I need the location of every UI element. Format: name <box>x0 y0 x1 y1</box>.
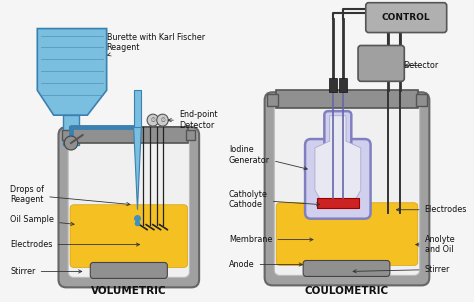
Text: Burette with Karl Fischer
Reagent: Burette with Karl Fischer Reagent <box>107 33 205 56</box>
Text: Catholyte
Cathode: Catholyte Cathode <box>229 190 319 210</box>
Bar <box>317 198 359 208</box>
Text: CONTROL: CONTROL <box>382 13 430 22</box>
FancyBboxPatch shape <box>324 111 351 154</box>
Text: Drops of
Reagent: Drops of Reagent <box>10 185 130 206</box>
Circle shape <box>64 136 78 150</box>
Bar <box>266 94 278 106</box>
Bar <box>70 127 188 143</box>
Text: Anode: Anode <box>229 260 302 269</box>
Text: Electrodes: Electrodes <box>10 240 139 249</box>
Text: Membrane: Membrane <box>229 235 313 244</box>
Text: Iodine
Generator: Iodine Generator <box>229 145 307 170</box>
Text: Anolyte
and Oil: Anolyte and Oil <box>416 235 455 254</box>
Text: COULOMETRIC: COULOMETRIC <box>304 286 389 296</box>
Polygon shape <box>134 127 141 210</box>
FancyBboxPatch shape <box>305 139 371 219</box>
Polygon shape <box>37 29 107 115</box>
Text: End-point
Detector: End-point Detector <box>168 111 218 130</box>
Bar <box>134 90 141 127</box>
FancyBboxPatch shape <box>70 205 188 268</box>
FancyBboxPatch shape <box>274 102 419 275</box>
Text: Stirrer: Stirrer <box>10 267 82 276</box>
Circle shape <box>157 114 168 126</box>
Text: VOLUMETRIC: VOLUMETRIC <box>91 286 167 296</box>
Bar <box>64 115 79 145</box>
Circle shape <box>147 114 159 126</box>
Bar <box>63 130 72 140</box>
Text: Detector: Detector <box>403 61 438 70</box>
FancyBboxPatch shape <box>276 203 418 265</box>
FancyBboxPatch shape <box>303 261 390 276</box>
Polygon shape <box>315 116 361 199</box>
Text: Oil Sample: Oil Sample <box>10 215 74 226</box>
FancyBboxPatch shape <box>58 127 199 288</box>
Bar <box>276 90 418 108</box>
Bar <box>339 78 346 92</box>
FancyBboxPatch shape <box>358 46 404 81</box>
Text: ∅: ∅ <box>151 118 155 123</box>
FancyBboxPatch shape <box>90 262 167 278</box>
FancyBboxPatch shape <box>366 3 447 33</box>
Bar <box>186 130 195 140</box>
Polygon shape <box>311 115 365 213</box>
Bar <box>329 78 337 92</box>
Text: ∅: ∅ <box>160 118 165 123</box>
FancyBboxPatch shape <box>68 137 190 278</box>
Text: Electrodes: Electrodes <box>396 205 467 214</box>
Text: Stirrer: Stirrer <box>353 265 450 274</box>
Bar <box>416 94 428 106</box>
FancyBboxPatch shape <box>264 92 429 285</box>
